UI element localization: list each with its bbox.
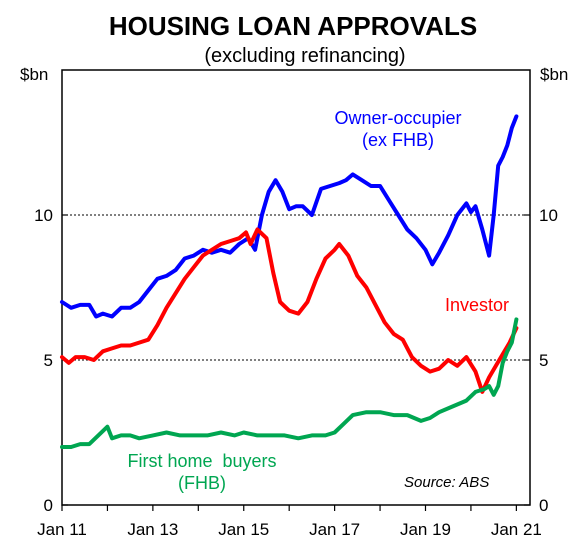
axis-ticks: 0 0 5 5 10 10 Jan 11 Jan 13 Jan 15 Jan 17 Jan 19 Ja… bbox=[34, 206, 558, 539]
y-tick-label-left: 0 bbox=[44, 496, 53, 515]
series-label-0: Owner-occupier bbox=[334, 108, 461, 128]
y-tick-label-left: 5 bbox=[44, 351, 53, 370]
source-note: Source: ABS bbox=[404, 474, 489, 491]
left-axis-unit: $bn bbox=[20, 65, 48, 84]
chart-subtitle: (excluding refinancing) bbox=[204, 45, 405, 67]
x-tick-label: Jan 17 bbox=[309, 520, 360, 539]
series-line-0 bbox=[60, 114, 519, 319]
series-label-1: Investor bbox=[445, 295, 509, 315]
x-tick-label: Jan 21 bbox=[491, 520, 542, 539]
series-label-2: First home buyers bbox=[127, 451, 276, 471]
x-tick-label: Jan 13 bbox=[127, 520, 178, 539]
gridlines bbox=[62, 214, 530, 361]
chart-title: HOUSING LOAN APPROVALS bbox=[109, 11, 477, 41]
x-tick-label: Jan 19 bbox=[400, 520, 451, 539]
y-tick-label-left: 10 bbox=[34, 206, 53, 225]
y-tick-label-right: 0 bbox=[539, 496, 548, 515]
y-tick-label-right: 10 bbox=[539, 206, 558, 225]
x-tick-label: Jan 15 bbox=[218, 520, 269, 539]
series-line-2 bbox=[60, 317, 519, 449]
series-line-1 bbox=[60, 227, 519, 394]
series-label-0: (ex FHB) bbox=[362, 130, 434, 150]
series-label-2: (FHB) bbox=[178, 473, 226, 493]
plot-frame bbox=[61, 69, 531, 506]
x-tick-label: Jan 11 bbox=[37, 520, 87, 539]
series-lines: Owner-occupier(ex FHB) Investor First home… bbox=[60, 108, 519, 493]
y-tick-label-right: 5 bbox=[539, 351, 548, 370]
right-axis-unit: $bn bbox=[540, 65, 568, 84]
